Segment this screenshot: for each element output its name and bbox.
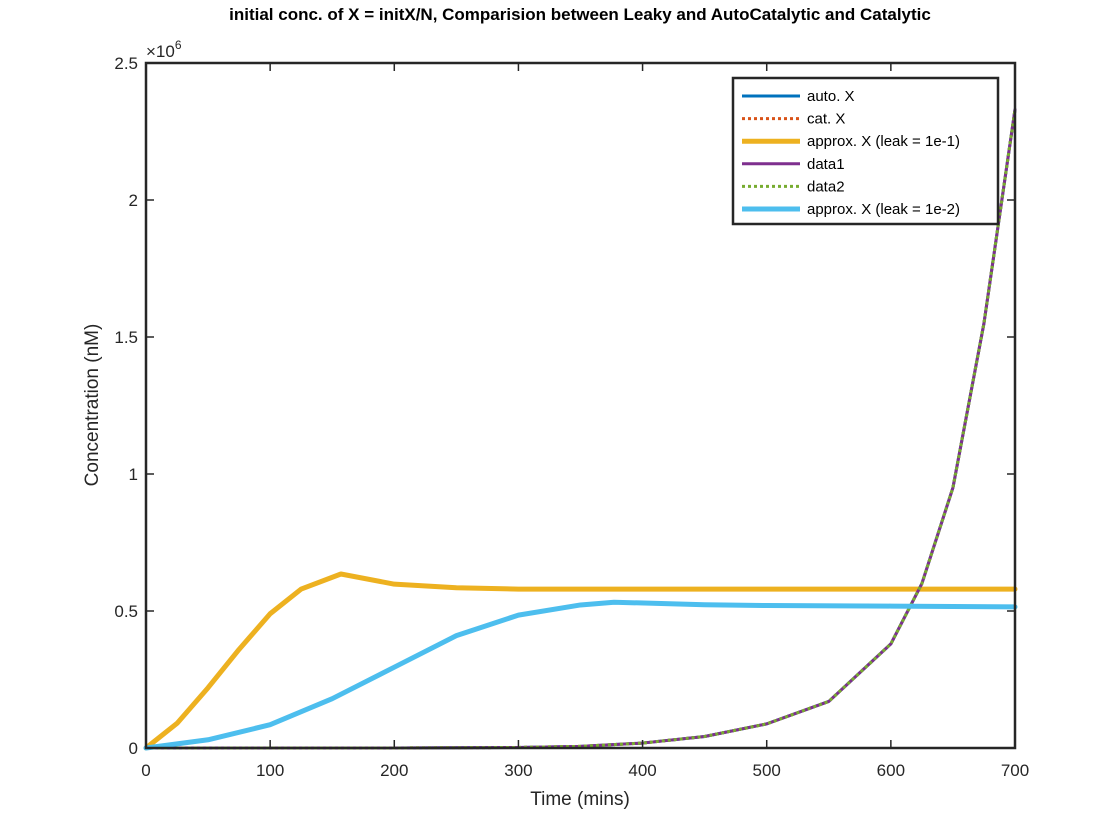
y-tick-label: 2.5 (114, 54, 138, 73)
legend-items: auto. X cat. X approx. X (leak = 1e-1) data… (742, 88, 960, 218)
legend-entry-1: auto. X (807, 88, 855, 105)
x-tick-label: 0 (141, 761, 150, 780)
y-tick-labels: 0 0.5 1 1.5 2 2.5 (114, 54, 138, 758)
legend-entry-2: cat. X (807, 111, 845, 128)
series-line-3 (143, 571, 1018, 751)
y-tick-label: 1.5 (114, 328, 138, 347)
x-tick-label: 500 (753, 761, 781, 780)
x-tick-label: 100 (256, 761, 284, 780)
legend: auto. X cat. X approx. X (leak = 1e-1) data… (731, 76, 1000, 226)
y-tick-label: 1 (129, 465, 138, 484)
x-tick-label: 700 (1001, 761, 1029, 780)
series-line-5 (146, 109, 1017, 750)
y-tick-label: 0 (129, 739, 138, 758)
legend-entry-6: approx. X (leak = 1e-2) (807, 201, 960, 218)
x-tick-labels: 0 100 200 300 400 500 600 700 (141, 761, 1029, 780)
plot-frame (144, 61, 1017, 750)
y-tick-label: 0.5 (114, 602, 138, 621)
x-tick-label: 200 (380, 761, 408, 780)
x-tick-label: 400 (628, 761, 656, 780)
series-line-6 (143, 599, 1018, 751)
legend-entry-5: data2 (807, 178, 845, 195)
x-tick-label: 600 (877, 761, 905, 780)
y-axis-label: Concentration (nM) (82, 324, 103, 487)
y-exponent-prefix: ×10 (146, 42, 175, 61)
legend-entry-4: data1 (807, 156, 845, 173)
legend-box (731, 76, 1000, 226)
x-tick-label: 300 (504, 761, 532, 780)
legend-entry-3: approx. X (leak = 1e-1) (807, 133, 960, 150)
chart-title: initial conc. of X = initX/N, Comparisio… (229, 5, 931, 24)
y-exponent-power: 6 (175, 38, 182, 52)
x-axis-label: Time (mins) (530, 789, 630, 810)
y-tick-label: 2 (129, 191, 138, 210)
y-exponent: ×106 (146, 38, 182, 61)
